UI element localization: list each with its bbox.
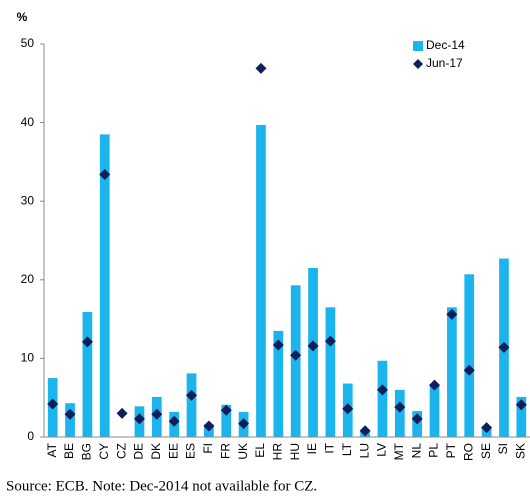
marker [168, 415, 180, 427]
marker [151, 408, 163, 420]
x-tick-label: EE [166, 443, 180, 459]
x-tick-label: CY [97, 443, 111, 460]
bar [273, 330, 284, 437]
x-tick-label: FI [201, 443, 215, 454]
marker [99, 168, 111, 180]
x-tick-label: HR [270, 443, 284, 461]
y-tick-label: 50 [21, 36, 35, 50]
legend-swatch [413, 41, 423, 51]
marker [307, 340, 319, 352]
marker [133, 413, 145, 425]
marker [498, 341, 510, 353]
marker [238, 418, 250, 430]
bar [186, 373, 197, 437]
marker [255, 62, 267, 74]
y-tick-label: 20 [21, 272, 35, 286]
x-tick-label: PL [427, 443, 441, 458]
marker [463, 364, 475, 376]
x-tick-label: LU [357, 443, 371, 458]
legend-label: Dec-14 [426, 38, 465, 52]
bar [221, 404, 232, 437]
bar [464, 274, 475, 437]
x-tick-label: LV [375, 443, 389, 457]
marker [116, 407, 128, 419]
y-tick-label: 10 [21, 351, 35, 365]
marker [446, 308, 458, 320]
x-tick-label: EL [253, 443, 267, 458]
legend-label: Jun-17 [426, 56, 463, 70]
marker [290, 349, 302, 361]
x-tick-label: CZ [114, 443, 128, 459]
bar [65, 403, 75, 437]
bar [516, 396, 527, 437]
bar [394, 389, 405, 437]
bar [99, 134, 110, 437]
bar [290, 285, 301, 437]
marker [394, 401, 406, 413]
x-tick-label: HU [288, 443, 302, 460]
x-tick-label: IE [305, 443, 319, 454]
x-tick-label: SK [513, 443, 527, 459]
marker [515, 399, 527, 411]
x-tick-label: IT [323, 442, 337, 453]
y-tick-label: 30 [21, 193, 35, 207]
x-tick-label: SE [479, 443, 493, 459]
marker [411, 413, 423, 425]
x-tick-label: MT [392, 442, 406, 460]
marker [342, 403, 354, 415]
x-tick-label: SI [496, 443, 510, 454]
marker [359, 425, 371, 437]
note: Source: ECB. Note: Dec-2014 not availabl… [6, 478, 317, 494]
marker [324, 335, 336, 347]
x-tick-label: DE [132, 443, 146, 460]
marker [481, 422, 493, 434]
marker [203, 420, 215, 432]
x-tick-label: ES [184, 443, 198, 459]
x-tick-label: DK [149, 443, 163, 460]
marker [186, 389, 198, 401]
marker [429, 379, 441, 391]
y-tick-label: 40 [21, 115, 35, 129]
marker [64, 408, 76, 420]
marker [220, 404, 232, 416]
x-tick-label: BE [62, 443, 76, 459]
x-tick-label: BG [80, 443, 94, 460]
marker [47, 398, 59, 410]
marker [272, 339, 284, 351]
bar [82, 312, 93, 437]
x-tick-label: LT [340, 442, 354, 456]
y-tick-label: 0 [27, 429, 34, 443]
marker [376, 384, 388, 396]
legend-swatch [413, 59, 423, 69]
bar [429, 385, 440, 437]
x-tick-label: PT [444, 442, 458, 458]
bar [325, 307, 336, 437]
marker [81, 336, 93, 348]
y-axis-label: % [17, 10, 28, 24]
x-tick-label: NL [409, 443, 423, 459]
x-tick-label: RO [461, 443, 475, 461]
x-tick-label: AT [45, 442, 59, 457]
bar [256, 124, 266, 437]
bar [377, 360, 388, 437]
x-tick-label: UK [236, 443, 250, 460]
x-tick-label: FR [218, 443, 232, 459]
bar [447, 307, 457, 437]
bar [308, 268, 318, 437]
